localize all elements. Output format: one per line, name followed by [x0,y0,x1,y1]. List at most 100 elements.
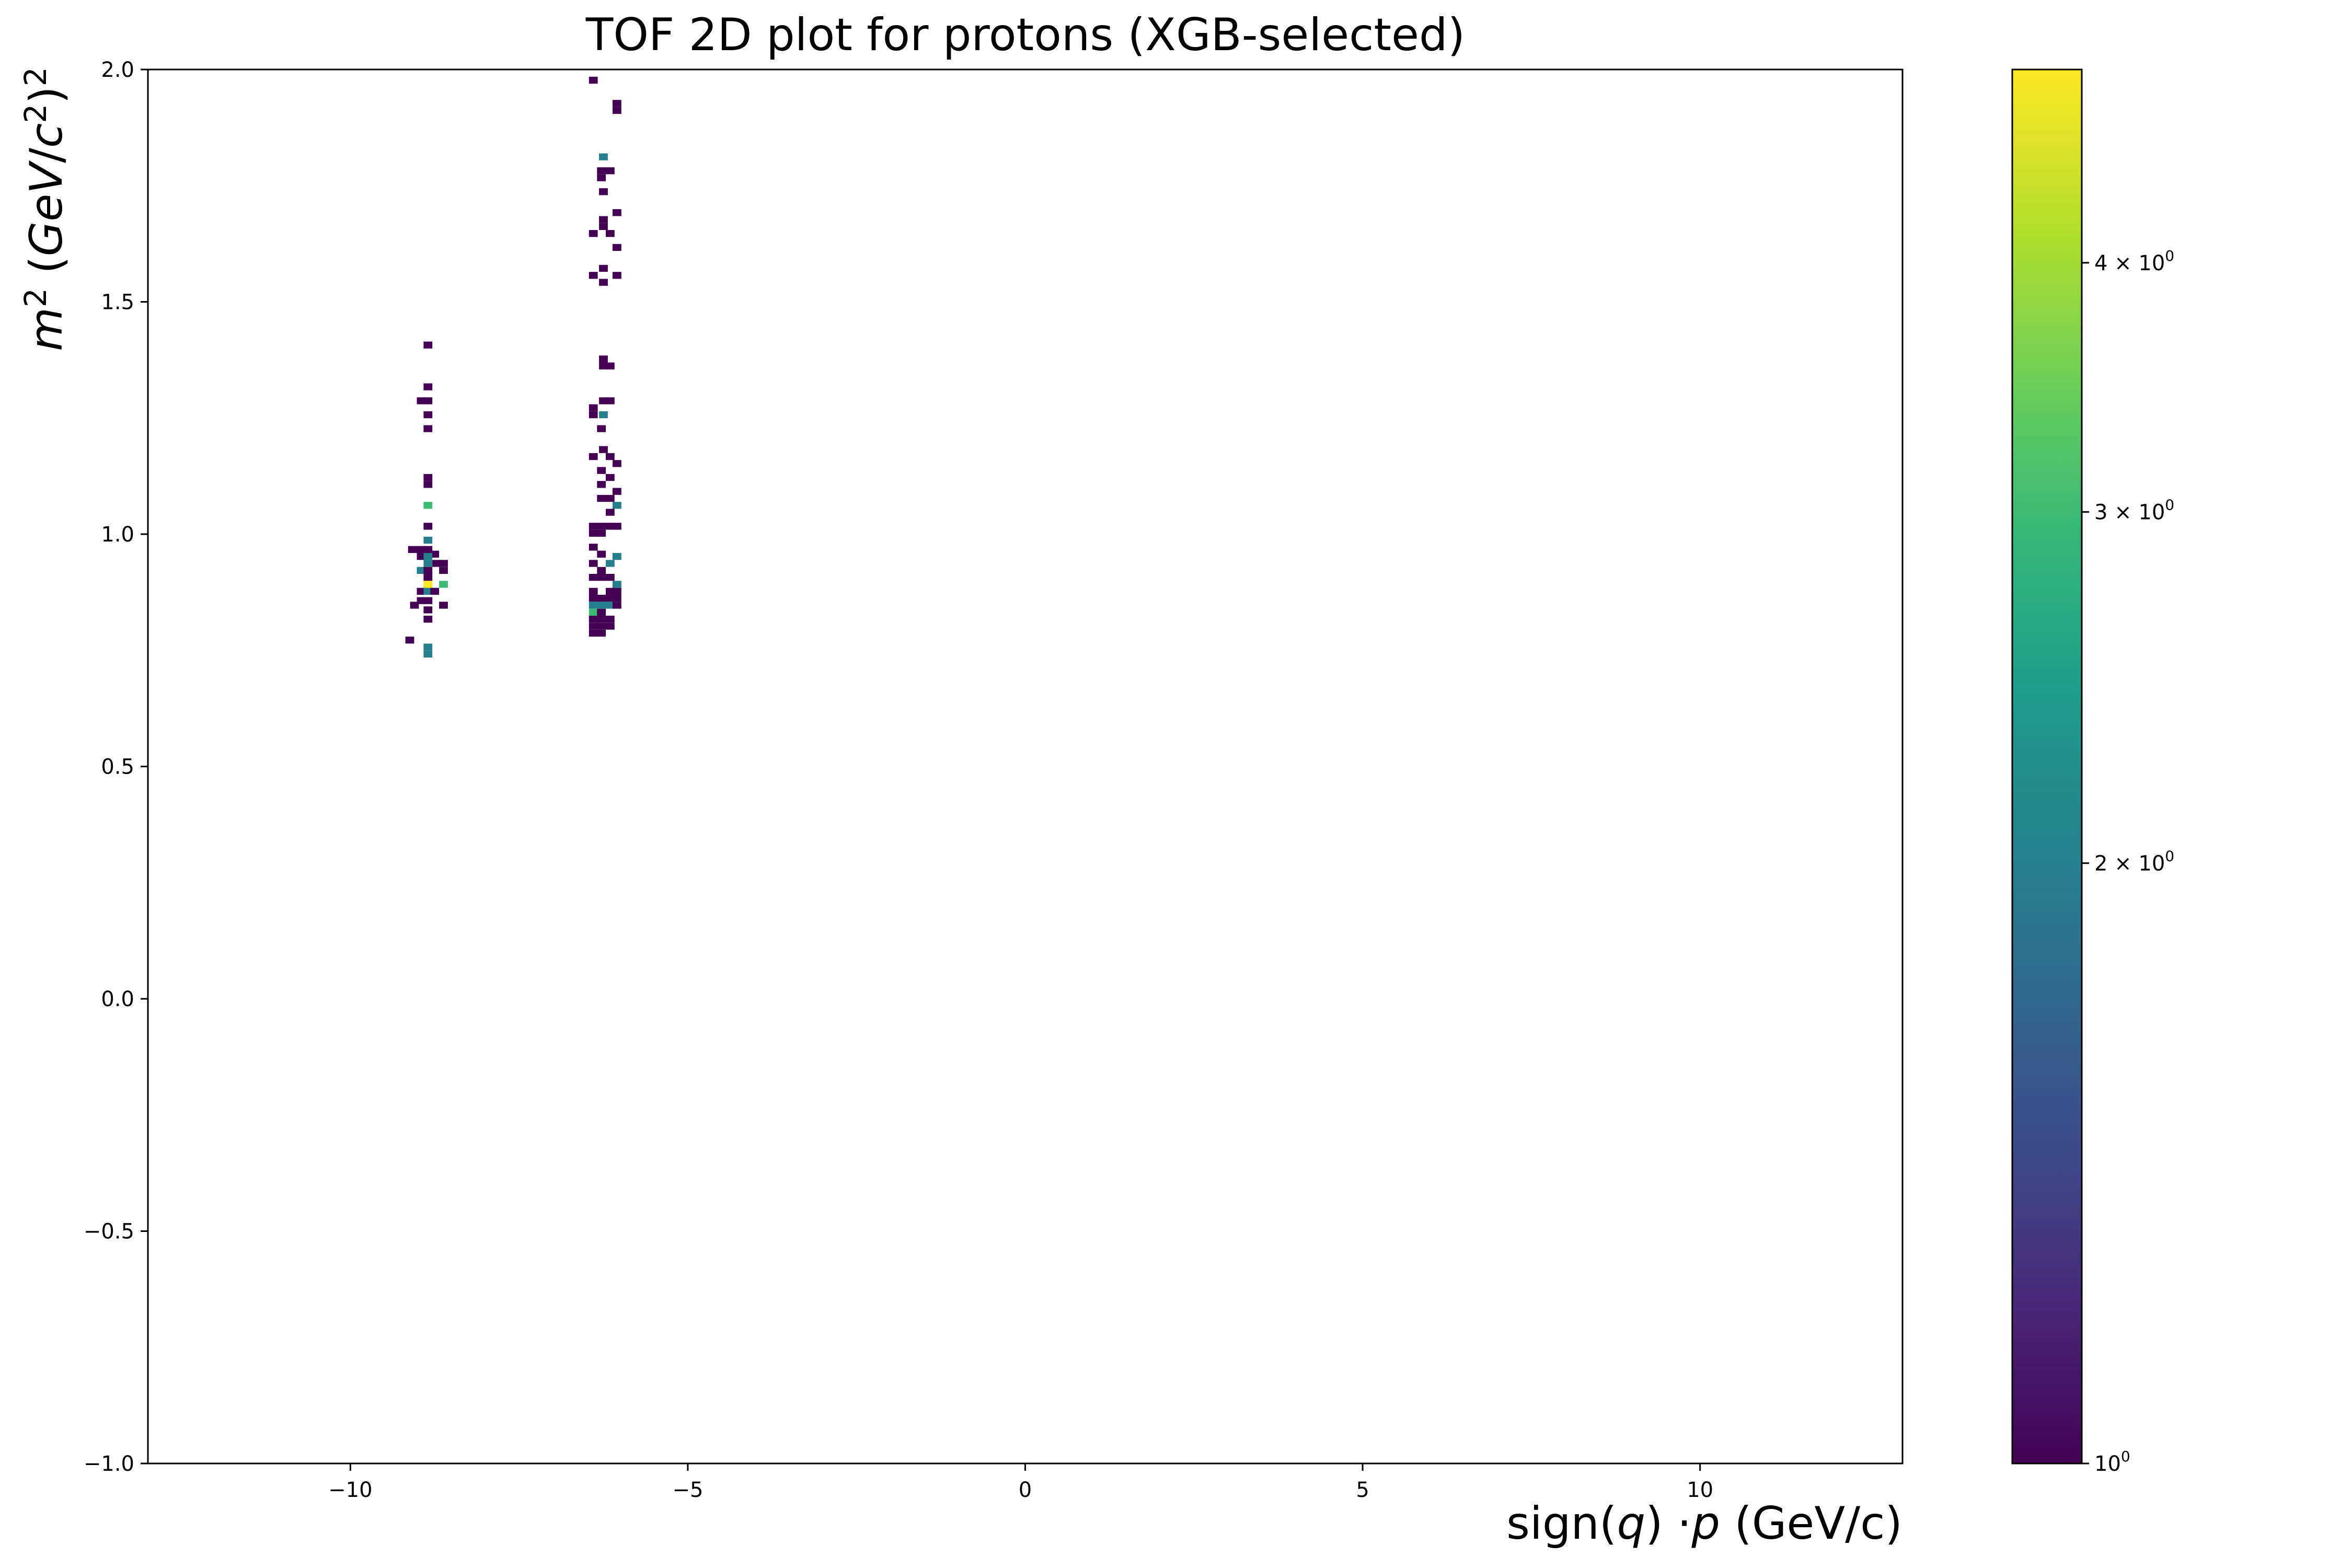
heatmap-cell [423,567,433,574]
heatmap-cell [606,397,615,405]
heatmap-cell [589,529,598,537]
heatmap-cell [423,341,433,349]
heatmap-cell [613,553,621,560]
heatmap-cell [599,216,608,223]
colorbar-tick-label: 2 × 100 [2094,847,2174,875]
heatmap-cell [597,467,606,474]
y-tick-label: 1.0 [101,523,134,547]
heatmap-cell [439,560,448,567]
heatmap-cell [613,209,621,216]
heatmap-cell [597,523,606,530]
heatmap-cell [613,272,621,279]
heatmap-cell [606,509,615,516]
heatmap-cell [599,362,608,370]
heatmap-cell [606,474,615,481]
plot-frame [147,68,1904,1465]
heatmap-cell [430,550,440,558]
heatmap-cell [423,383,433,390]
heatmap-cell [423,553,433,560]
y-tick-label: 2.0 [101,58,134,82]
heatmap-cell [589,595,598,602]
heatmap-cell [423,425,433,432]
heatmap-cell [423,606,433,614]
heatmap-cell [597,529,606,537]
heatmap-cell [606,494,615,502]
heatmap-cell [589,608,598,616]
heatmap-cell [589,453,598,460]
heatmap-cell [599,279,608,286]
heatmap-cell [613,581,621,588]
heatmap-cell [613,502,621,509]
y-tick-label: 0.0 [101,987,134,1011]
heatmap-cell [589,523,598,530]
heatmap-cell [613,595,621,602]
heatmap-cell [589,230,598,237]
heatmap-cell [589,602,598,609]
y-tick-label: 1.5 [101,291,134,315]
heatmap-cell [606,362,615,370]
y-tick-label: −1.0 [84,1452,134,1476]
heatmap-cell [417,567,426,574]
heatmap-cell [423,597,433,604]
heatmap-cell [606,574,615,581]
heatmap-cell [423,536,433,544]
heatmap-cell [439,567,448,574]
heatmap-cell [423,581,433,588]
y-tick-label: −0.5 [84,1220,134,1244]
y-axis: −1.0 −0.5 0.0 0.5 1.0 1.5 2.0 [84,58,148,1476]
heatmap-cell [613,587,621,595]
colorbar-tick-label: 100 [2094,1448,2130,1476]
heatmap-cell [589,76,598,84]
heatmap-cell [439,602,448,609]
heatmap-cell [599,188,608,195]
heatmap-cell [599,264,608,272]
heatmap-cell [599,153,608,160]
heatmap-cell [423,502,433,509]
heatmap-cell [597,595,606,602]
heatmap-cell [597,622,606,630]
heatmap-cell [423,397,433,405]
heatmap-cell [597,425,606,432]
x-axis: −10 −5 0 5 10 [328,1463,1713,1502]
heatmap-cell [417,597,426,604]
heatmap-cell [606,622,615,630]
heatmap-cell [423,587,433,595]
heatmap-cell [597,616,606,623]
heatmap-cell [613,523,621,530]
heatmap-cell [606,230,615,237]
heatmap-cell [599,355,608,363]
heatmap-cell [606,453,615,460]
x-axis-label: sign(q) ·p (GeV/c) [1506,1497,1903,1550]
heatmap-cell [597,167,606,175]
heatmap-cell [405,637,414,644]
heatmap-cell [606,587,615,595]
heatmap-cell [423,523,433,530]
x-tick-label: −10 [328,1478,372,1502]
heatmap-cell [423,481,433,488]
heatmap-cells [405,76,621,658]
heatmap-cell [417,553,426,560]
heatmap-cell [613,244,621,251]
x-tick-label: 0 [1019,1478,1032,1502]
chart-title: TOF 2D plot for protons (XGB-selected) [585,9,1465,61]
heatmap-cell [423,411,433,419]
y-axis-label: m2 (GeV/c2)2 [18,67,73,351]
heatmap-cell [597,550,606,558]
heatmap-cell [589,587,598,595]
heatmap-cell [606,523,615,530]
colorbar [2011,68,2083,1465]
x-tick-label: 10 [1687,1478,1713,1502]
colorbar-axis: 100 2 × 100 3 × 100 4 × 100 [2082,247,2174,1476]
heatmap-cell [417,397,426,405]
heatmap-cell [423,643,433,651]
heatmap-cell [597,574,606,581]
heatmap-cell [613,460,621,467]
heatmap-cell [589,544,598,551]
x-tick-label: 5 [1356,1478,1369,1502]
colorbar-tick-label: 3 × 100 [2094,496,2174,524]
heatmap-cell [597,174,606,181]
colorbar-tick-label: 4 × 100 [2094,247,2174,275]
heatmap-cell [430,587,440,595]
heatmap-cell [599,223,608,230]
heatmap-cell [589,404,598,411]
